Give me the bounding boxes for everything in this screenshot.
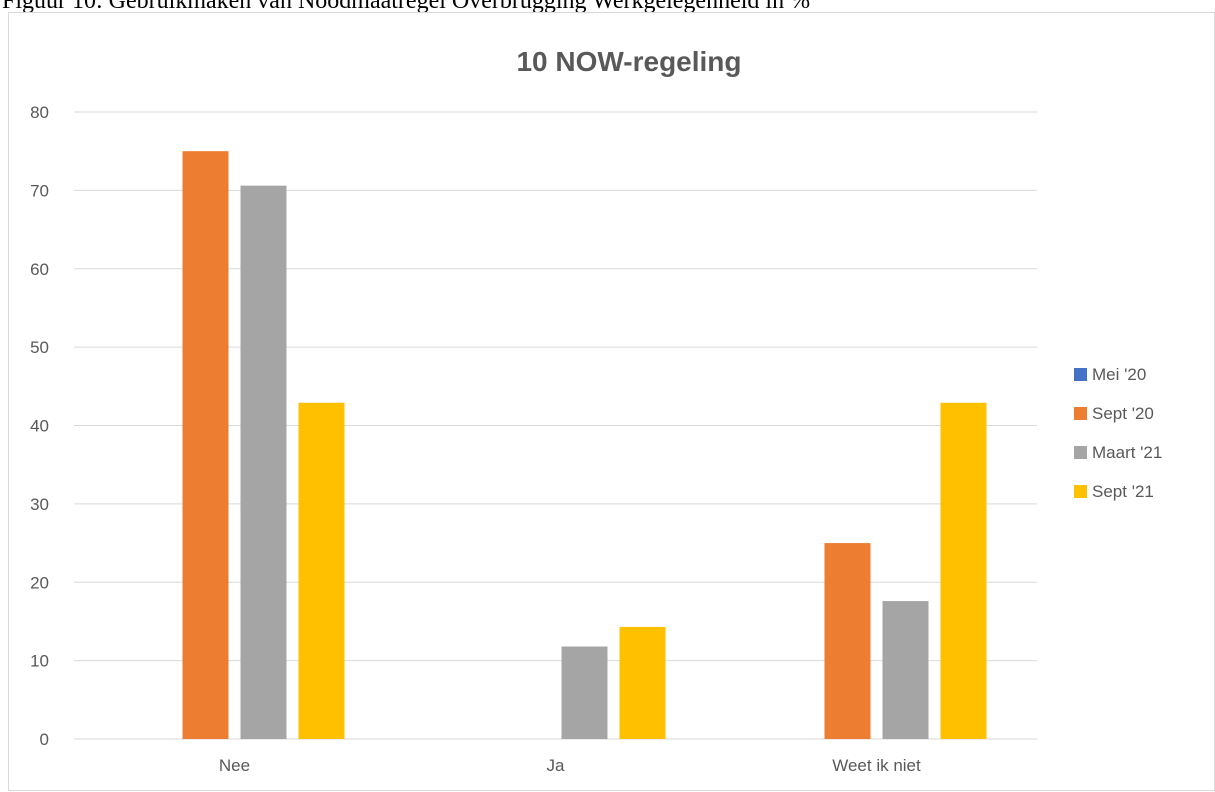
legend-swatch [1074,446,1087,459]
bar [824,543,871,739]
grid-lines [74,111,1037,740]
y-tick-label: 0 [40,730,49,749]
figure-caption: Figuur 10: Gebruikmaken van Noodmaatrege… [2,0,811,14]
bar [561,646,608,739]
bar-chart: 10 NOW-regeling 0 10 20 30 40 50 60 70 80 Nee Ja W… [30,46,1162,775]
bars [182,151,987,740]
y-tick-label: 20 [30,573,49,592]
x-axis-categories: Nee Ja Weet ik niet [219,756,921,775]
bar [240,185,287,740]
y-axis-ticks: 0 10 20 30 40 50 60 70 80 [30,103,49,749]
bar [182,151,229,739]
y-tick-label: 30 [30,495,49,514]
legend-label: Maart '21 [1092,443,1162,462]
x-category-label: Ja [547,756,566,775]
legend-swatch [1074,368,1087,381]
y-tick-label: 70 [30,181,49,200]
chart-title: 10 NOW-regeling [516,46,741,77]
y-tick-label: 10 [30,652,49,671]
y-tick-label: 50 [30,338,49,357]
legend-label: Sept '21 [1092,482,1154,501]
y-tick-label: 80 [30,103,49,122]
bar [882,601,929,739]
legend: Mei '20 Sept '20 Maart '21 Sept '21 [1074,365,1162,501]
legend-label: Sept '20 [1092,404,1154,423]
legend-label: Mei '20 [1092,365,1146,384]
x-category-label: Nee [219,756,250,775]
y-tick-label: 60 [30,260,49,279]
bar [940,402,987,739]
legend-swatch [1074,485,1087,498]
bar [619,626,666,739]
x-category-label: Weet ik niet [832,756,921,775]
chart-area: 10 NOW-regeling 0 10 20 30 40 50 60 70 80 Nee Ja W… [8,12,1215,791]
y-tick-label: 40 [30,417,49,436]
legend-swatch [1074,407,1087,420]
bar [298,402,345,739]
